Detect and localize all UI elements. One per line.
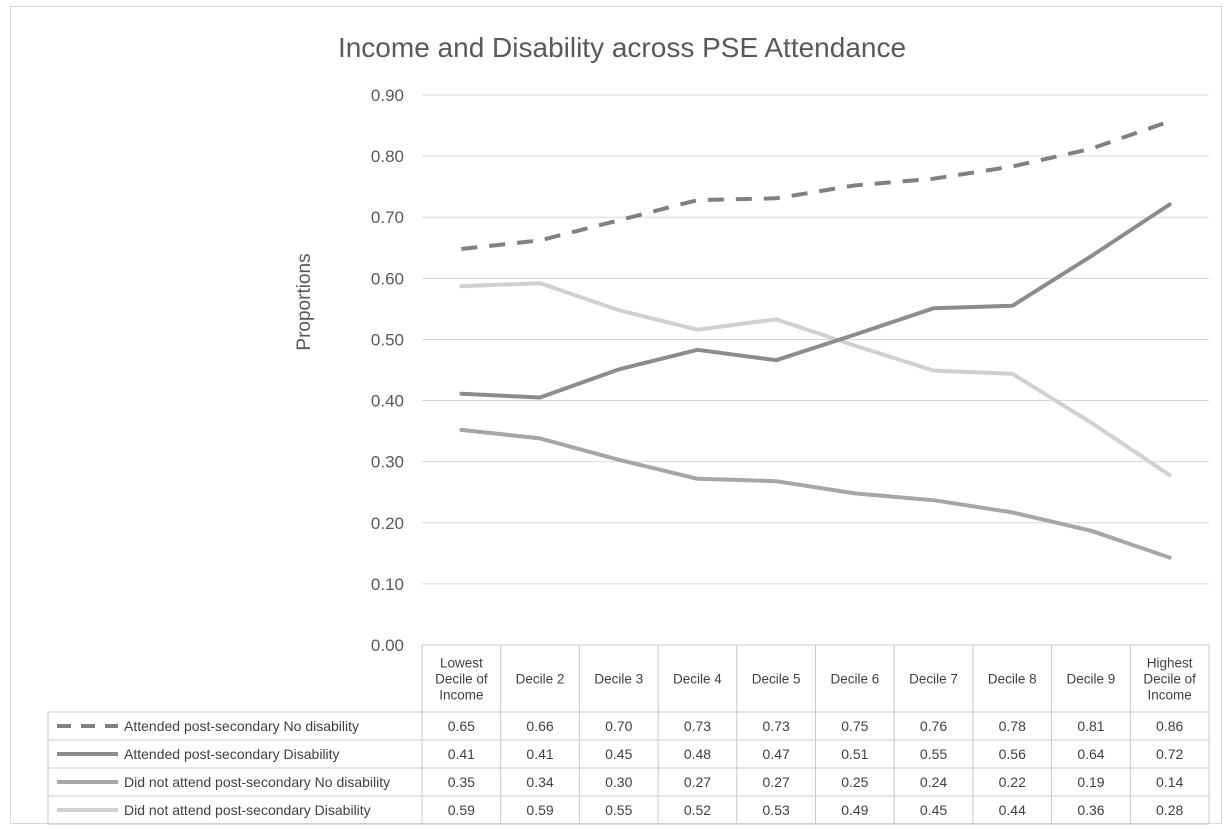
legend-label: Did not attend post-secondary Disability [124,802,371,818]
x-tick-label: Decile 4 [673,672,722,687]
data-label: 0.81 [1077,718,1104,734]
y-tick-label: 0.00 [371,636,404,655]
x-tick-label: Decile 3 [594,672,643,687]
data-label: 0.28 [1156,802,1183,818]
data-label: 0.35 [448,774,475,790]
data-label: 0.72 [1156,746,1183,762]
data-label: 0.47 [763,746,790,762]
data-label: 0.45 [605,746,632,762]
series-line [461,119,1171,251]
series-lines [459,119,1172,560]
data-label: 0.55 [605,802,632,818]
data-label: 0.45 [920,802,947,818]
y-tick-label: 0.70 [371,208,404,227]
data-label: 0.65 [448,718,475,734]
data-label: 0.22 [999,774,1026,790]
data-label: 0.41 [526,746,553,762]
y-tick-label: 0.90 [371,86,404,105]
x-tick-label: Decile 9 [1067,672,1116,687]
data-label: 0.56 [999,746,1026,762]
y-tick-label: 0.10 [371,575,404,594]
data-label: 0.51 [841,746,868,762]
x-tick-label: Decile 7 [909,672,958,687]
data-label: 0.27 [684,774,711,790]
x-tick-label: Lowest Decile of Income [435,656,488,703]
y-tick-label: 0.50 [371,330,404,349]
data-label: 0.24 [920,774,947,790]
x-tick-label: Decile 6 [830,672,879,687]
data-label: 0.14 [1156,774,1183,790]
data-label: 0.73 [763,718,790,734]
data-label: 0.25 [841,774,868,790]
y-tick-label: 0.60 [371,269,404,288]
y-tick-labels: 0.00 0.10 0.20 0.30 0.40 0.50 0.60 0.70 0.80 0.90 [371,86,404,655]
data-label: 0.59 [448,802,475,818]
data-label: 0.86 [1156,718,1183,734]
y-axis-label: Proportions [294,253,315,350]
y-tick-label: 0.30 [371,453,404,472]
series-line [459,202,1172,400]
x-tick-label: Decile 2 [516,672,565,687]
data-label: 0.19 [1077,774,1104,790]
legend-label: Attended post-secondary Disability [124,746,340,762]
data-label: 0.44 [999,802,1026,818]
x-tick-label: Decile 8 [988,672,1037,687]
data-label: 0.78 [999,718,1026,734]
data-label: 0.64 [1077,746,1104,762]
y-tick-label: 0.20 [371,514,404,533]
data-label: 0.48 [684,746,711,762]
chart-frame [10,6,1222,824]
data-label: 0.76 [920,718,947,734]
data-label: 0.36 [1077,802,1104,818]
x-tick-label: Decile 5 [752,672,801,687]
y-tick-label: 0.40 [371,392,404,411]
data-label: 0.30 [605,774,632,790]
legend-label: Did not attend post-secondary No disabil… [124,774,390,790]
chart-title: Income and Disability across PSE Attenda… [338,32,906,63]
legend-label: Attended post-secondary No disability [124,718,359,734]
data-label: 0.41 [448,746,475,762]
data-table: Lowest Decile of Income Decile 2 Decile 3 Dec… [47,644,1210,825]
data-label: 0.52 [684,802,711,818]
gridlines [422,94,1209,585]
y-tick-label: 0.80 [371,147,404,166]
data-label: 0.27 [763,774,790,790]
series-line [459,281,1172,478]
data-label: 0.70 [605,718,632,734]
data-label: 0.34 [526,774,553,790]
data-label: 0.55 [920,746,947,762]
data-label: 0.66 [526,718,553,734]
data-label: 0.75 [841,718,868,734]
x-tick-label: Highest Decile of Income [1143,656,1196,703]
data-label: 0.59 [526,802,553,818]
series-line [459,427,1172,560]
data-label: 0.73 [684,718,711,734]
data-label: 0.53 [763,802,790,818]
data-label: 0.49 [841,802,868,818]
